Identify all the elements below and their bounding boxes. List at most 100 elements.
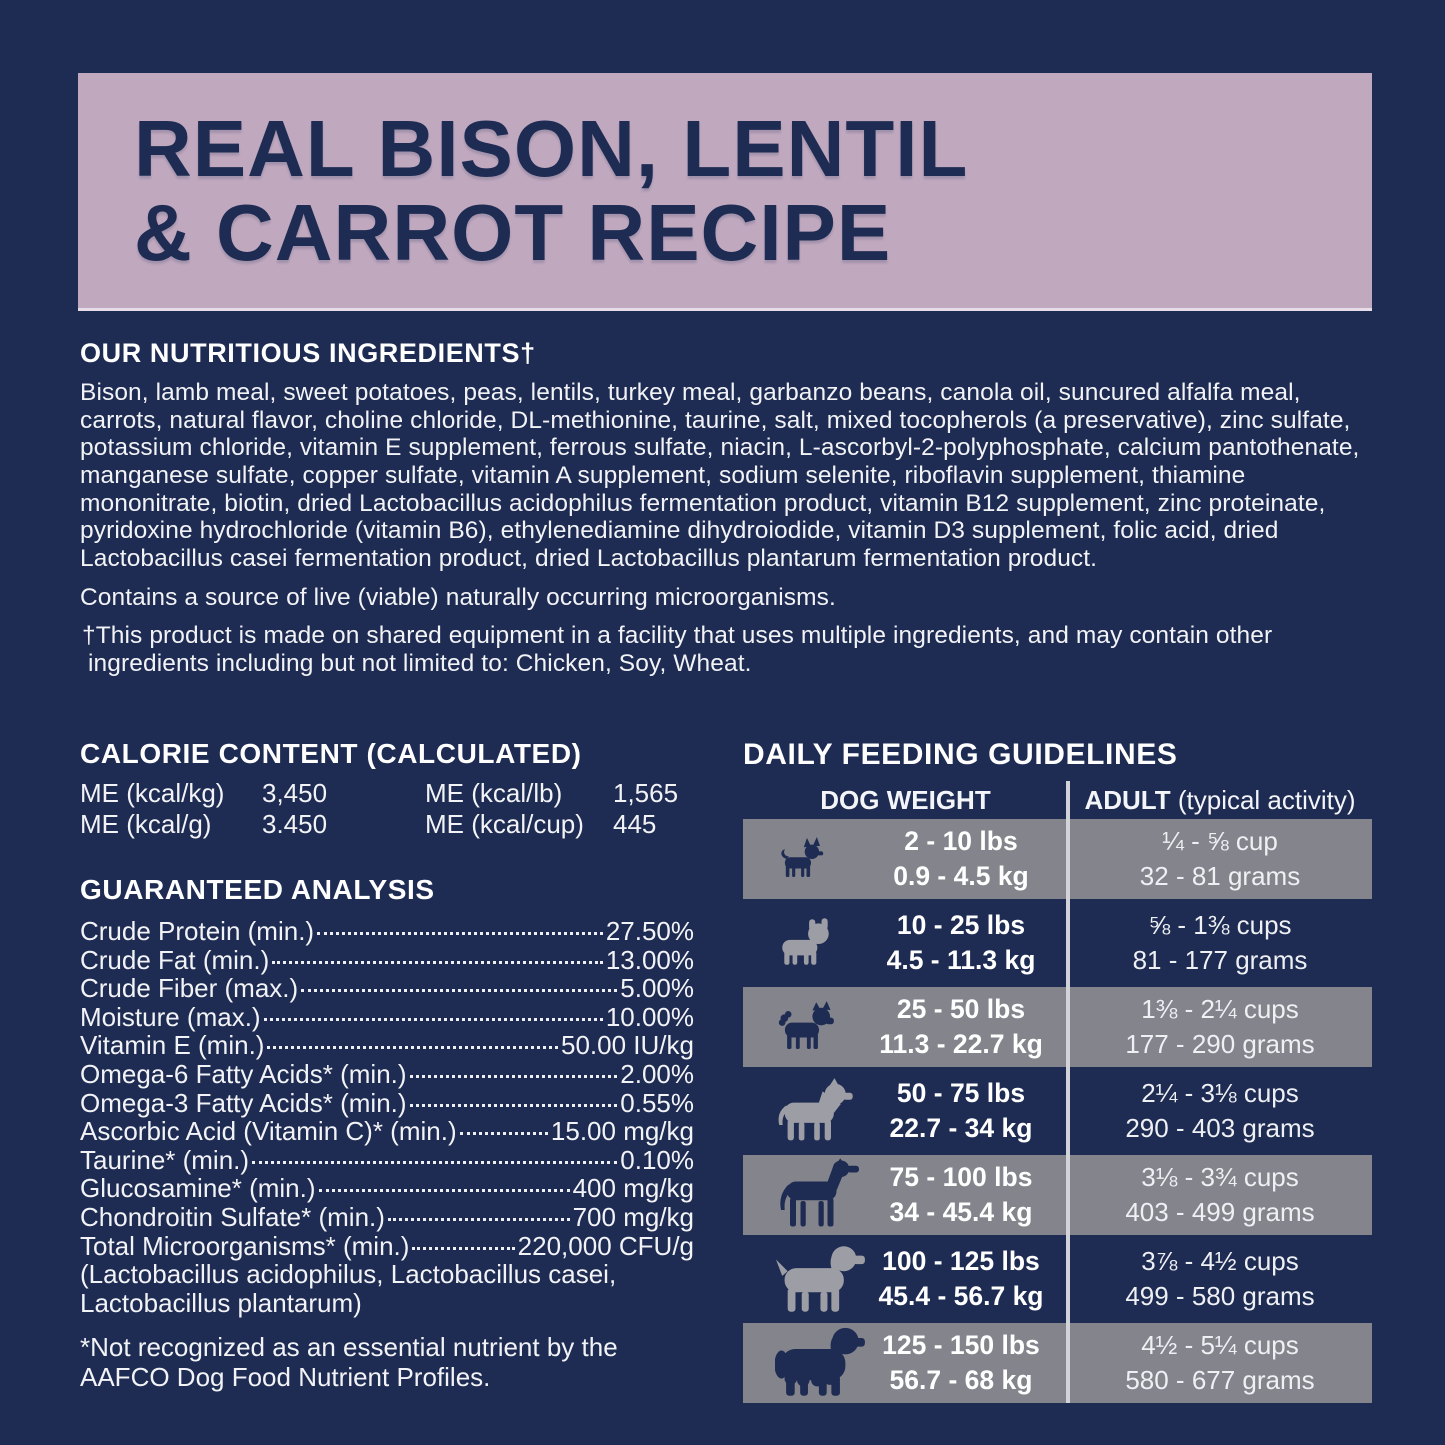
adult-label: ADULT bbox=[1084, 784, 1171, 815]
calorie-value: 3.450 bbox=[262, 808, 328, 839]
analysis-label: Crude Fiber (max.) bbox=[80, 973, 299, 1004]
feeding-row-100-125lbs: 100 - 125 lbs 45.4 - 56.7 kg 3⅞ - 4½ cups… bbox=[743, 1239, 1372, 1319]
amount-grams: 499 - 580 grams bbox=[1125, 1281, 1315, 1311]
analysis-label: Crude Protein (min.) bbox=[80, 916, 315, 946]
dog-icon-newfoundland bbox=[775, 1324, 869, 1402]
weight-range: 50 - 75 lbs 22.7 - 34 kg bbox=[855, 1076, 1067, 1146]
calorie-content-heading: CALORIE CONTENT (CALCULATED) bbox=[80, 738, 582, 769]
analysis-label: Crude Fat (min.) bbox=[80, 944, 270, 975]
dog-icon-pit-bull bbox=[775, 1076, 859, 1146]
weight-range: 75 - 100 lbs 34 - 45.4 kg bbox=[855, 1160, 1067, 1230]
analysis-row: Crude Fiber (max.) 5.00% bbox=[80, 974, 694, 1003]
feeding-row-125-150lbs: 125 - 150 lbs 56.7 - 68 kg 4½ - 5¼ cups 58… bbox=[743, 1323, 1372, 1403]
analysis-value: 15.00 mg/kg bbox=[550, 1116, 694, 1147]
feeding-row-10-25lbs: 10 - 25 lbs 4.5 - 11.3 kg ⅝ - 1⅜ cups 81 -… bbox=[743, 903, 1372, 983]
calorie-content-section: CALORIE CONTENT (CALCULATED) ME (kcal/kg… bbox=[80, 738, 720, 839]
calorie-label: ME (kcal/g) bbox=[80, 808, 212, 839]
dot-leader bbox=[267, 1046, 559, 1050]
feeding-amount: 3⅛ - 3¾ cups 403 - 499 grams bbox=[1068, 1160, 1372, 1230]
dot-leader bbox=[272, 960, 603, 964]
weight-kg: 22.7 - 34 kg bbox=[889, 1113, 1033, 1143]
analysis-label: Chondroitin Sulfate* (min.) bbox=[80, 1201, 385, 1232]
dog-icon-labrador bbox=[775, 1240, 869, 1318]
calorie-label: ME (kcal/kg) bbox=[80, 778, 225, 808]
feeding-amount: 3⅞ - 4½ cups 499 - 580 grams bbox=[1068, 1244, 1372, 1314]
analysis-label: Total Microorganisms* (min.) bbox=[80, 1230, 410, 1261]
feeding-amount: 2¼ - 3⅛ cups 290 - 403 grams bbox=[1068, 1076, 1372, 1146]
dot-leader bbox=[301, 989, 618, 993]
contains-note: Contains a source of live (viable) natur… bbox=[80, 583, 836, 611]
weight-range: 10 - 25 lbs 4.5 - 11.3 kg bbox=[855, 908, 1067, 978]
analysis-value: 5.00% bbox=[620, 973, 694, 1004]
analysis-value: 700 mg/kg bbox=[572, 1201, 694, 1232]
microorganisms-detail-line1: (Lactobacillus acidophilus, Lactobacillu… bbox=[80, 1259, 617, 1290]
analysis-label: Glucosamine* (min.) bbox=[80, 1173, 316, 1204]
calorie-content-table: ME (kcal/kg) 3,450 ME (kcal/lb) 1,565 ME… bbox=[80, 778, 720, 839]
amount-grams: 403 - 499 grams bbox=[1125, 1197, 1315, 1227]
recipe-title-line2: & CARROT RECIPE bbox=[134, 187, 892, 277]
amount-grams: 580 - 677 grams bbox=[1125, 1365, 1315, 1395]
analysis-row: Crude Fat (min.) 13.00% bbox=[80, 944, 694, 975]
analysis-row: Moisture (max.) 10.00% bbox=[80, 1003, 694, 1032]
feeding-amount: 4½ - 5¼ cups 580 - 677 grams bbox=[1068, 1328, 1372, 1398]
dot-leader bbox=[409, 1074, 618, 1078]
analysis-value: 0.55% bbox=[620, 1087, 694, 1118]
amount-cups: ¼ - ⅝ cup bbox=[1162, 825, 1278, 856]
dog-icon-french-bulldog bbox=[775, 917, 837, 969]
weight-lbs: 125 - 150 lbs bbox=[882, 1329, 1040, 1360]
analysis-row: Omega-3 Fatty Acids* (min.) 0.55% bbox=[80, 1087, 694, 1118]
weight-range: 125 - 150 lbs 56.7 - 68 kg bbox=[855, 1328, 1067, 1398]
amount-cups: 2¼ - 3⅛ cups bbox=[1141, 1077, 1299, 1108]
feeding-row-75-100lbs: 75 - 100 lbs 34 - 45.4 kg 3⅛ - 3¾ cups 403… bbox=[743, 1155, 1372, 1235]
analysis-value: 400 mg/kg bbox=[572, 1173, 694, 1204]
calorie-value: 3,450 bbox=[262, 778, 328, 808]
weight-lbs: 25 - 50 lbs bbox=[896, 993, 1026, 1024]
amount-grams: 32 - 81 grams bbox=[1139, 861, 1301, 891]
analysis-value: 27.50% bbox=[605, 916, 694, 946]
dot-leader bbox=[409, 1103, 618, 1107]
feeding-table-header: DOG WEIGHT ADULT (typical activity) bbox=[743, 781, 1372, 819]
weight-lbs: 10 - 25 lbs bbox=[896, 909, 1026, 940]
dot-leader bbox=[459, 1132, 548, 1136]
feeding-amount: ⅝ - 1⅜ cups 81 - 177 grams bbox=[1068, 908, 1372, 978]
dot-leader bbox=[252, 1160, 618, 1164]
dog-weight-column-header: DOG WEIGHT bbox=[820, 784, 991, 815]
analysis-value: 13.00% bbox=[605, 944, 694, 975]
calorie-value: 1,565 bbox=[613, 778, 679, 808]
calorie-label: ME (kcal/lb) bbox=[425, 778, 563, 808]
weight-lbs: 75 - 100 lbs bbox=[889, 1161, 1033, 1192]
amount-grams: 290 - 403 grams bbox=[1125, 1113, 1315, 1143]
weight-lbs: 50 - 75 lbs bbox=[896, 1077, 1026, 1108]
analysis-row: Omega-6 Fatty Acids* (min.) 2.00% bbox=[80, 1060, 694, 1089]
weight-kg: 45.4 - 56.7 kg bbox=[878, 1281, 1044, 1311]
dot-leader bbox=[318, 1189, 570, 1193]
guaranteed-analysis-section: GUARANTEED ANALYSIS Crude Protein (min.)… bbox=[80, 874, 694, 1393]
weight-kg: 56.7 - 68 kg bbox=[889, 1365, 1033, 1395]
ingredients-section: OUR NUTRITIOUS INGREDIENTS† Bison, lamb … bbox=[80, 338, 1372, 678]
ingredients-list: Bison, lamb meal, sweet potatoes, peas, … bbox=[80, 379, 1360, 573]
guaranteed-analysis-heading: GUARANTEED ANALYSIS bbox=[80, 874, 435, 905]
dot-leader bbox=[317, 932, 603, 935]
analysis-row: Taurine* (min.) 0.10% bbox=[80, 1146, 694, 1175]
amount-cups: 3⅞ - 4½ cups bbox=[1141, 1245, 1299, 1276]
analysis-row: Vitamin E (min.) 50.00 IU/kg bbox=[80, 1031, 694, 1060]
adult-column-header: ADULT (typical activity) bbox=[1068, 785, 1372, 816]
weight-range: 100 - 125 lbs 45.4 - 56.7 kg bbox=[855, 1244, 1067, 1314]
recipe-title-line1: REAL BISON, LENTIL bbox=[134, 103, 969, 193]
feeding-row-50-75lbs: 50 - 75 lbs 22.7 - 34 kg 2¼ - 3⅛ cups 290 … bbox=[743, 1071, 1372, 1151]
dot-leader bbox=[387, 1217, 570, 1221]
weight-range: 2 - 10 lbs 0.9 - 4.5 kg bbox=[855, 824, 1067, 894]
analysis-value: 10.00% bbox=[605, 1001, 694, 1032]
amount-cups: 4½ - 5¼ cups bbox=[1141, 1329, 1299, 1360]
analysis-row: Ascorbic Acid (Vitamin C)* (min.) 15.00 m… bbox=[80, 1117, 694, 1146]
feeding-row-25-50lbs: 25 - 50 lbs 11.3 - 22.7 kg 1⅜ - 2¼ cups 17… bbox=[743, 987, 1372, 1067]
microorganisms-detail-line2: Lactobacillus plantarum) bbox=[80, 1287, 362, 1318]
amount-grams: 81 - 177 grams bbox=[1132, 945, 1308, 975]
feeding-amount: ¼ - ⅝ cup 32 - 81 grams bbox=[1068, 824, 1372, 894]
feeding-guidelines-heading: DAILY FEEDING GUIDELINES bbox=[743, 738, 1178, 771]
analysis-row: Crude Protein (min.) 27.50% bbox=[80, 917, 694, 946]
analysis-value: 50.00 IU/kg bbox=[561, 1030, 694, 1061]
dot-leader bbox=[263, 1017, 603, 1021]
column-divider bbox=[1066, 781, 1070, 1403]
dog-icon-chihuahua bbox=[775, 836, 829, 882]
